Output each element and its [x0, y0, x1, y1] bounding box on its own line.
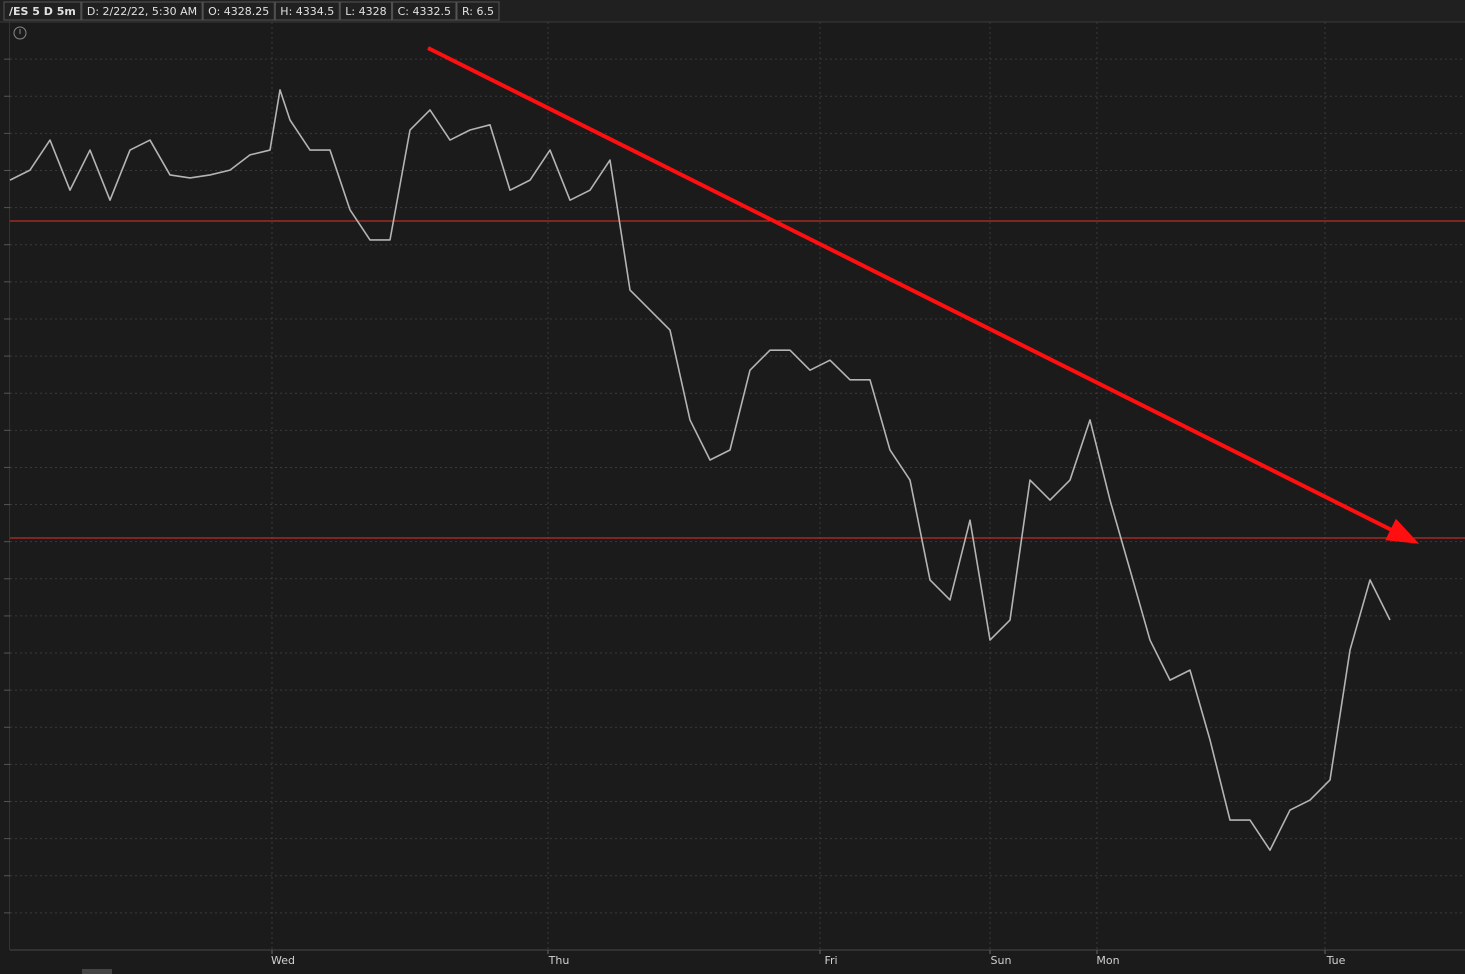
price-line — [9, 89, 1391, 851]
header-field-box — [81, 1, 203, 21]
x-tick-label: Sun — [991, 954, 1012, 967]
x-tick-label: Wed — [271, 954, 295, 967]
header-field: D: 2/22/22, 5:30 AM — [87, 5, 197, 18]
plot-area: Wed Thu Fri Sun Mon Tue — [4, 22, 1465, 967]
header-field-box — [392, 1, 457, 21]
header-field: O: 4328.25 — [208, 5, 269, 18]
x-tick-label: Thu — [548, 954, 570, 967]
header-field-box — [202, 1, 275, 21]
header-field: R: 6.5 — [462, 5, 494, 18]
header-field-box — [3, 1, 82, 21]
x-tick-label: Tue — [1326, 954, 1346, 967]
scrollbar[interactable] — [82, 969, 112, 974]
header: /ES 5 D 5m D: 2/22/22, 5:30 AM O: 4328.25 H… — [3, 1, 500, 21]
trend-arrow — [427, 46, 1420, 544]
x-tick-label: Mon — [1096, 954, 1119, 967]
header-bar — [0, 0, 1465, 22]
header-field: H: 4334.5 — [280, 5, 334, 18]
header-field-box — [339, 1, 393, 21]
x-tick-label: Fri — [824, 954, 837, 967]
header-field: C: 4332.5 — [398, 5, 451, 18]
header-field: /ES 5 D 5m — [9, 5, 76, 18]
header-field-box — [274, 1, 340, 21]
header-field-box — [456, 1, 500, 21]
info-icon[interactable] — [13, 26, 27, 40]
header-field: L: 4328 — [345, 5, 386, 18]
